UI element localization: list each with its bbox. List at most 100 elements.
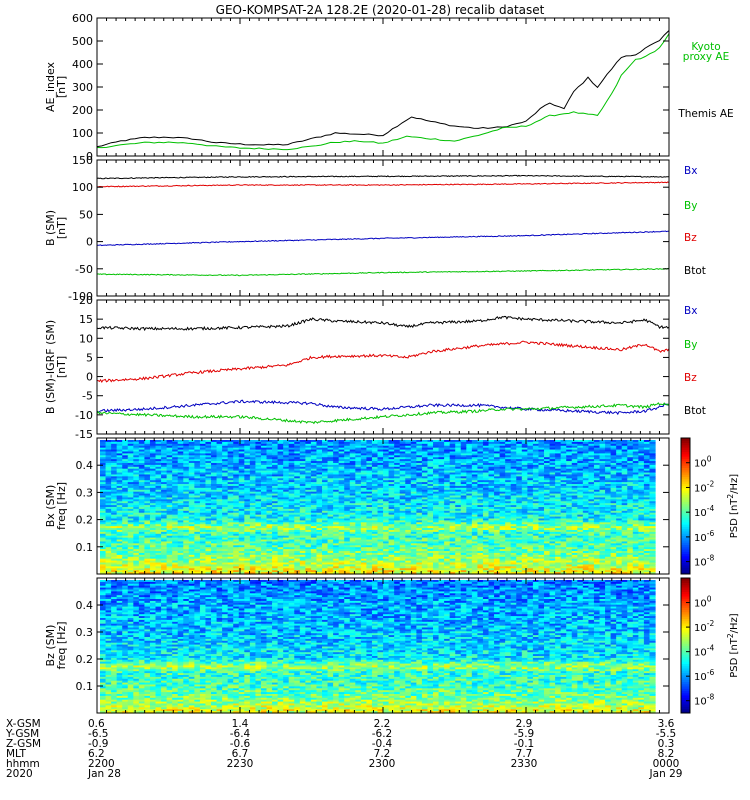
heat-cell — [466, 520, 473, 523]
heat-cell — [649, 485, 656, 489]
heat-cell — [227, 445, 234, 449]
heat-cell — [138, 487, 145, 491]
heat-cell — [149, 472, 157, 476]
heat-cell — [344, 455, 351, 458]
heat-cell — [105, 516, 112, 520]
heat-cell — [111, 508, 118, 512]
heat-cell — [582, 503, 589, 506]
heat-cell — [194, 512, 201, 516]
heat-cell — [199, 447, 207, 451]
heat-cell — [122, 470, 129, 474]
heat-cell — [194, 459, 201, 462]
heat-cell — [438, 522, 445, 525]
heat-cell — [183, 503, 190, 506]
heat-cell — [177, 516, 184, 520]
heat-cell — [366, 468, 373, 472]
heat-cell — [444, 470, 451, 474]
heat-cell — [388, 493, 395, 497]
heat-cell — [211, 453, 218, 456]
heat-cell — [555, 507, 562, 510]
heat-cell — [516, 514, 523, 518]
heat-cell — [360, 514, 367, 518]
heat-cell — [310, 484, 318, 487]
heat-cell — [105, 441, 112, 445]
heat-cell — [305, 518, 312, 521]
heat-cell — [577, 497, 584, 500]
heat-cell — [499, 480, 506, 483]
heat-cell — [172, 470, 179, 474]
heat-cell — [427, 468, 434, 472]
heat-cell — [455, 457, 462, 460]
heat-cell — [322, 503, 329, 506]
heat-cell — [444, 457, 451, 460]
heat-cell — [433, 495, 440, 499]
heat-cell — [571, 520, 578, 523]
heat-cell — [338, 501, 345, 504]
heat-cell — [305, 512, 312, 516]
heat-cell — [116, 445, 123, 449]
heat-cell — [593, 443, 601, 447]
heat-cell — [516, 493, 523, 497]
heat-cell — [222, 493, 229, 497]
heat-cell — [144, 443, 151, 447]
heat-cell — [249, 491, 256, 495]
heat-cell — [577, 524, 584, 527]
heat-cell — [277, 474, 284, 477]
heat-cell — [538, 464, 545, 468]
heat-cell — [161, 499, 168, 502]
heat-cell — [643, 445, 651, 449]
heat-cell — [127, 466, 134, 470]
heat-cell — [205, 447, 212, 451]
heat-cell — [477, 468, 484, 472]
heat-cell — [116, 487, 123, 491]
heat-cell — [516, 468, 523, 472]
heat-cell — [305, 508, 312, 512]
heat-cell — [249, 495, 256, 499]
heat-cell — [310, 499, 318, 502]
heat-cell — [643, 455, 651, 458]
heat-cell — [105, 445, 112, 449]
heat-cell — [438, 470, 445, 474]
heat-cell — [288, 459, 295, 462]
heat-cell — [277, 445, 284, 449]
heat-cell — [260, 491, 268, 495]
heat-cell — [421, 464, 429, 468]
heat-cell — [555, 493, 562, 497]
heat-cell — [532, 520, 540, 523]
heat-cell — [138, 520, 145, 523]
heat-cell — [599, 474, 606, 477]
heat-cell — [538, 505, 545, 508]
heat-cell — [627, 489, 634, 493]
heat-cell — [410, 447, 417, 451]
heat-cell — [571, 499, 578, 502]
heat-cell — [549, 459, 556, 462]
heat-cell — [605, 482, 612, 485]
heat-cell — [138, 522, 145, 525]
heat-cell — [394, 476, 401, 479]
heat-cell — [510, 524, 517, 527]
heat-cell — [144, 507, 151, 510]
heat-cell — [488, 459, 495, 462]
heat-cell — [455, 501, 462, 504]
heat-cell — [455, 514, 462, 518]
heat-cell — [222, 487, 229, 491]
heat-cell — [166, 501, 173, 504]
heat-cell — [505, 484, 512, 487]
heat-cell — [394, 440, 401, 443]
heat-cell — [416, 507, 423, 510]
heat-cell — [299, 474, 306, 477]
heat-cell — [638, 512, 645, 516]
heat-cell — [177, 447, 184, 451]
heat-cell — [105, 461, 112, 464]
heat-cell — [410, 478, 417, 481]
heat-cell — [421, 457, 429, 460]
heat-cell — [549, 457, 556, 460]
heat-cell — [349, 499, 356, 502]
heat-cell — [305, 470, 312, 474]
heat-cell — [155, 493, 162, 497]
heat-cell — [222, 512, 229, 516]
heat-cell — [627, 499, 634, 502]
heat-cell — [399, 461, 406, 464]
heat-cell — [405, 505, 412, 508]
heat-cell — [161, 520, 168, 523]
